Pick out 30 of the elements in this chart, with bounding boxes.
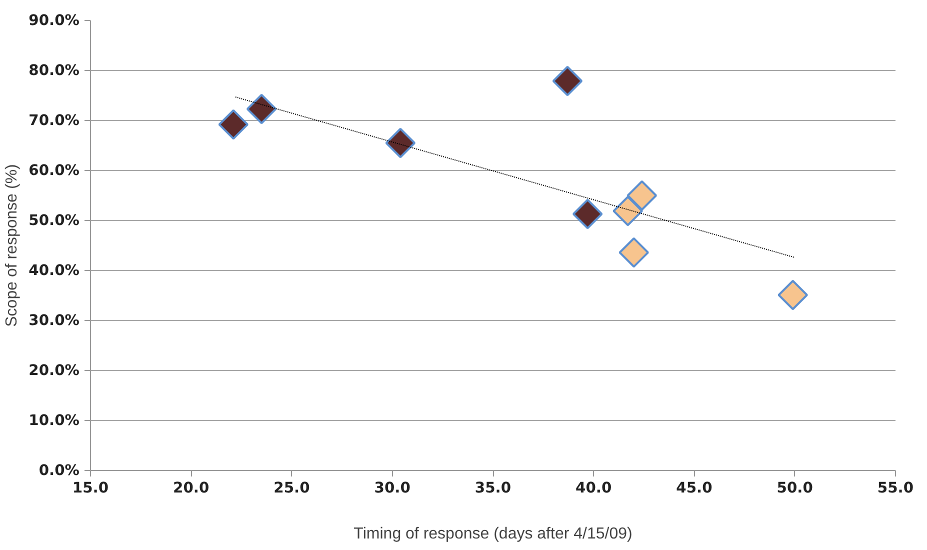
x-tick-label: 30.0 bbox=[374, 480, 410, 496]
point bbox=[385, 128, 416, 158]
y-tick-label: 80.0% bbox=[28, 62, 80, 79]
x-tick-label: 45.0 bbox=[676, 480, 712, 496]
y-tick-label: 90.0% bbox=[28, 12, 80, 29]
point bbox=[612, 196, 643, 226]
y-tick-label: 50.0% bbox=[28, 212, 80, 229]
x-tick-label: 25.0 bbox=[274, 480, 310, 496]
y-tick-label: 70.0% bbox=[28, 112, 80, 129]
x-axis-title: Timing of response (days after 4/15/09) bbox=[354, 526, 632, 542]
y-axis-title: Scope of response (%) bbox=[4, 164, 21, 327]
point bbox=[246, 94, 277, 124]
y-tick-label: 30.0% bbox=[28, 312, 80, 329]
x-tick-label: 40.0 bbox=[576, 480, 612, 496]
x-tick-label: 15.0 bbox=[72, 480, 109, 496]
point bbox=[626, 180, 658, 211]
y-tick-label: 20.0% bbox=[28, 362, 80, 379]
y-tick-label: 60.0% bbox=[28, 162, 80, 179]
y-tick-label: 0.0% bbox=[38, 462, 80, 479]
point bbox=[778, 280, 808, 310]
x-tick-label: 50.0 bbox=[776, 480, 813, 496]
y-tick-label: 40.0% bbox=[28, 262, 80, 279]
x-tick-label: 20.0 bbox=[173, 480, 210, 496]
point bbox=[618, 237, 650, 268]
x-tick-label: 35.0 bbox=[474, 480, 512, 496]
point bbox=[572, 198, 603, 230]
point bbox=[552, 66, 583, 96]
point bbox=[218, 109, 249, 140]
x-tick-label: 55.0 bbox=[877, 480, 914, 496]
y-tick-label: 10.0% bbox=[28, 412, 80, 429]
